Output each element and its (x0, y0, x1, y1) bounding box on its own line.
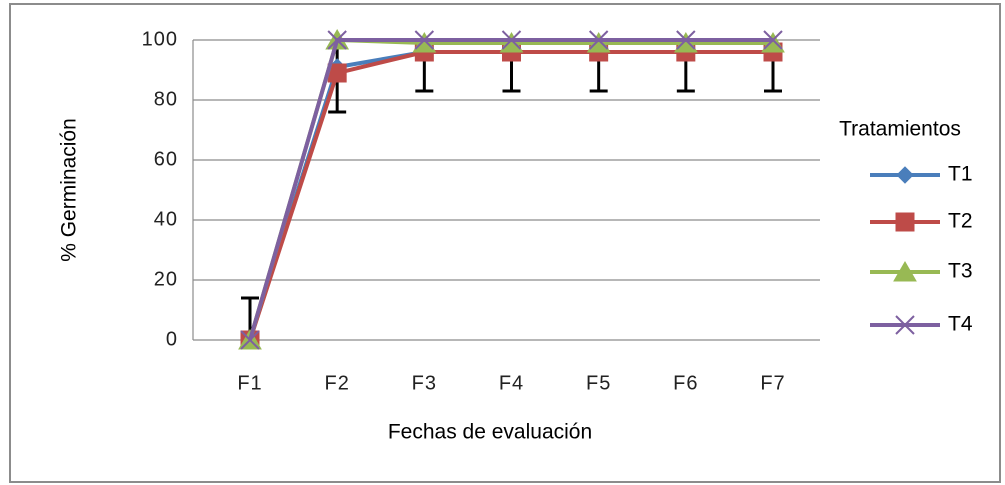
y-tick-label: 40 (154, 208, 178, 230)
y-tick-label: 80 (154, 88, 178, 110)
marker (501, 30, 522, 50)
legend-label: T3 (948, 260, 973, 283)
x-tick-label: F1 (237, 372, 262, 394)
x-tick-label: F5 (586, 372, 611, 394)
x-tick-label: F4 (499, 372, 524, 394)
marker (895, 212, 915, 232)
marker (414, 30, 435, 50)
legend-label: T2 (948, 210, 973, 233)
x-axis-title: Fechas de evaluación (388, 421, 592, 444)
x-tick-label: F7 (760, 372, 785, 394)
marker (499, 32, 524, 53)
marker (412, 32, 437, 53)
legend-title: Tratamientos (839, 118, 961, 141)
y-tick-label: 60 (154, 148, 178, 170)
marker (327, 30, 347, 50)
y-axis-title: % Germinación (58, 118, 81, 262)
y-tick-label: 100 (142, 28, 178, 50)
legend-label: T1 (948, 163, 973, 186)
marker (896, 166, 914, 184)
legend-label: T4 (948, 313, 973, 336)
marker (763, 30, 783, 50)
chart-frame (9, 3, 1001, 483)
marker (761, 32, 785, 53)
y-tick-label: 20 (154, 268, 178, 290)
marker (895, 315, 915, 335)
marker (673, 32, 698, 53)
marker (588, 30, 609, 50)
marker (893, 261, 917, 282)
x-tick-label: F2 (324, 372, 349, 394)
marker (586, 32, 611, 53)
marker (240, 330, 260, 350)
marker (676, 30, 696, 50)
x-tick-label: F6 (673, 372, 698, 394)
x-tick-label: F3 (412, 372, 437, 394)
y-tick-label: 0 (166, 328, 178, 350)
